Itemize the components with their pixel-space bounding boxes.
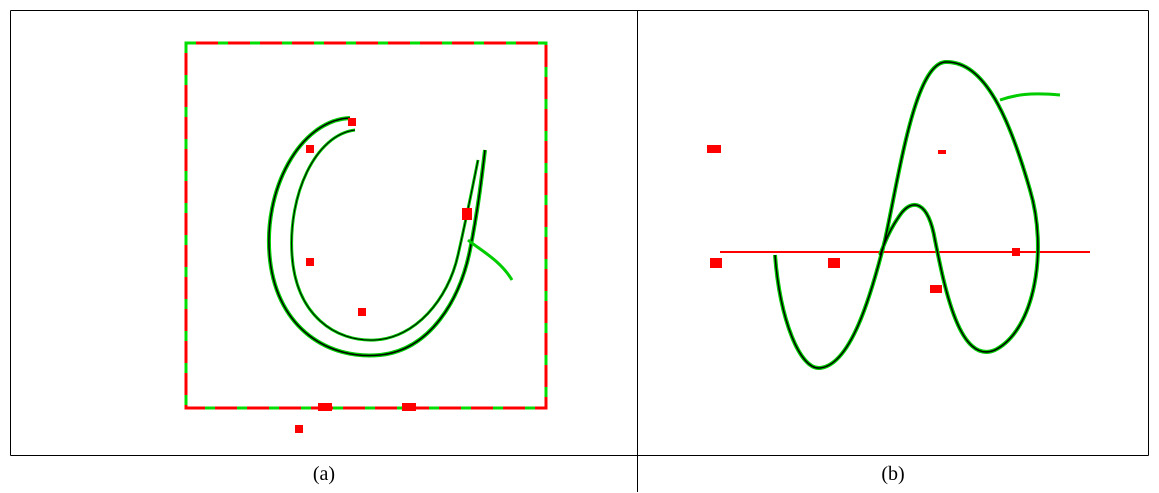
curve-inner: [290, 128, 480, 342]
plot-frame-dash: [184, 41, 548, 410]
panel-a: [184, 41, 548, 433]
curve-inner-line: [291, 129, 479, 341]
curve-b-tail: [999, 92, 1061, 102]
markers-b: [707, 145, 1020, 293]
caption: (b): [881, 463, 905, 485]
markers: [295, 118, 472, 433]
panel-b: [707, 59, 1090, 370]
plot-frame: [184, 41, 548, 410]
curve-b: [773, 59, 1040, 370]
caption: (a): [312, 463, 336, 485]
curve-outer: [267, 116, 487, 358]
table-borders: [10, 10, 1149, 492]
curve-b-line: [774, 61, 1039, 369]
curve-tail: [467, 238, 514, 281]
curve-outer-line: [268, 117, 486, 357]
